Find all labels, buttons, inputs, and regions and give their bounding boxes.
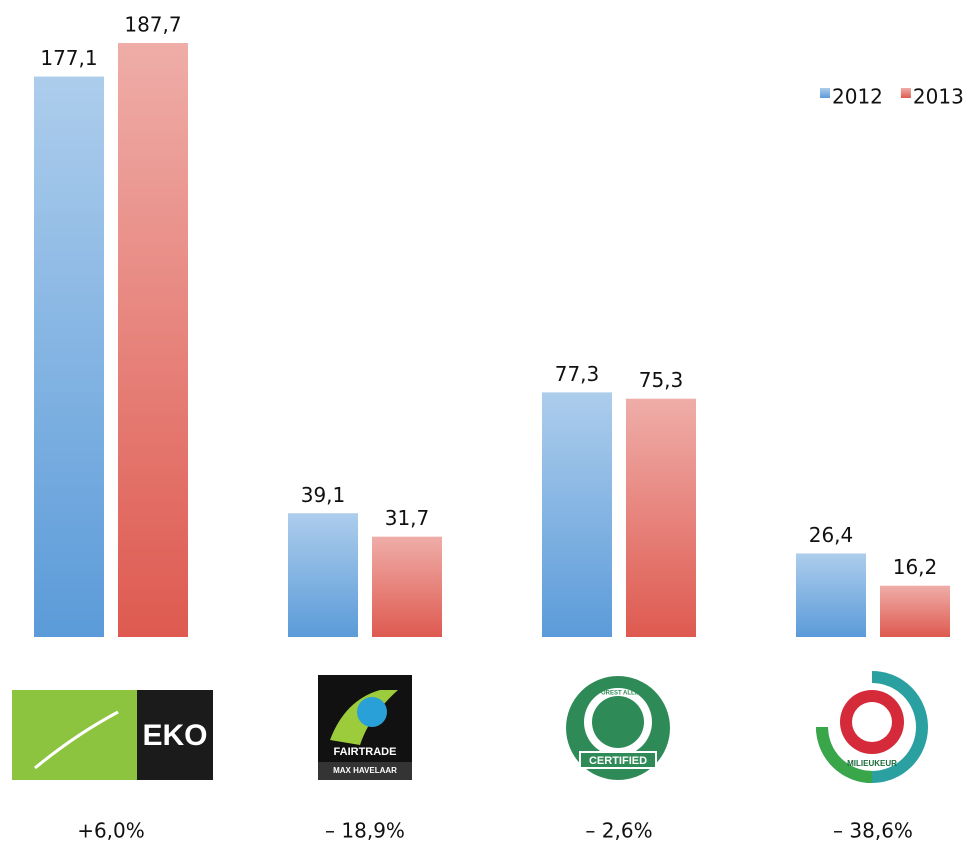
bar bbox=[34, 76, 104, 637]
bar bbox=[880, 585, 950, 637]
logo-text: CERTIFIED bbox=[589, 755, 647, 767]
value-label: 26,4 bbox=[809, 523, 854, 547]
value-label: 77,3 bbox=[555, 362, 600, 386]
legend-label: 2013 bbox=[913, 85, 964, 109]
logo-text: FAIRTRADE bbox=[334, 746, 397, 758]
value-label: 31,7 bbox=[385, 506, 430, 530]
annotation: – 18,9% bbox=[325, 819, 405, 843]
logo-text: MAX HAVELAAR bbox=[333, 766, 397, 775]
bar bbox=[372, 536, 442, 637]
logo-text: RAINFOREST ALLIANCE bbox=[583, 691, 654, 697]
bar bbox=[118, 43, 188, 637]
bar bbox=[796, 553, 866, 637]
bar bbox=[288, 513, 358, 637]
logo-text: EKO bbox=[142, 719, 207, 752]
bar bbox=[626, 398, 696, 637]
logo-rainforest: RAINFOREST ALLIANCE CERTIFIED bbox=[566, 676, 670, 780]
annotation: +6,0% bbox=[77, 819, 145, 843]
annotation: – 2,6% bbox=[585, 819, 652, 843]
legend-label: 2012 bbox=[832, 85, 883, 109]
value-label: 16,2 bbox=[893, 555, 938, 579]
legend-swatch bbox=[900, 88, 911, 98]
value-label: 187,7 bbox=[124, 13, 181, 37]
value-label: 177,1 bbox=[40, 46, 97, 70]
logo-fairtrade: FAIRTRADE MAX HAVELAAR bbox=[318, 675, 412, 780]
logo-milieukeur: MILIEUKEUR bbox=[816, 671, 928, 783]
annotation: – 38,6% bbox=[833, 819, 913, 843]
value-label: 39,1 bbox=[301, 483, 346, 507]
legend-swatch bbox=[820, 88, 830, 98]
logo-eko: EKO bbox=[12, 690, 213, 780]
value-label: 75,3 bbox=[639, 368, 684, 392]
logo-text: MILIEUKEUR bbox=[847, 759, 897, 768]
bar bbox=[542, 392, 612, 637]
